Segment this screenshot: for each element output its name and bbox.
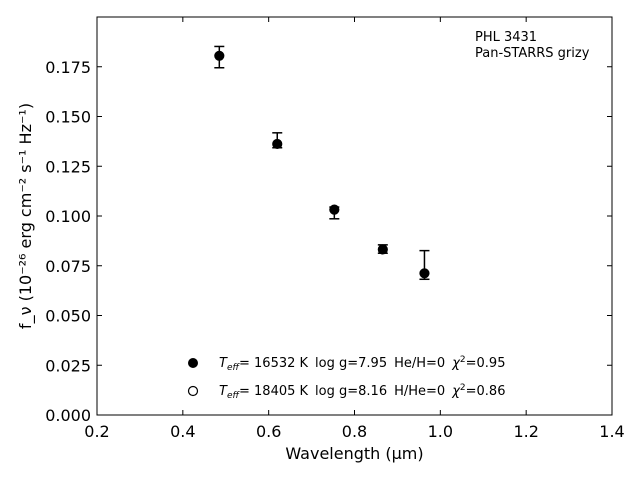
y-tick-label: 0.150 — [45, 108, 91, 127]
legend-marker-filled-circle — [188, 358, 198, 368]
y-tick-label: 0.125 — [45, 157, 91, 176]
y-axis-label: f_ν (10⁻²⁶ erg cm⁻² s⁻¹ Hz⁻¹) — [16, 103, 36, 329]
x-tick-label: 1.2 — [513, 422, 538, 441]
x-tick-label: 0.2 — [84, 422, 109, 441]
data-point-filled — [272, 138, 283, 150]
annotation-line-object: PHL 3431 — [475, 30, 537, 45]
model-points — [214, 50, 430, 279]
annotation-line-survey: Pan-STARRS grizy — [475, 46, 590, 61]
y-tick-label: 0.175 — [45, 58, 91, 77]
y-axis: 0.000 0.025 0.050 0.075 0.100 0.125 0.150 0.175 — [45, 58, 612, 425]
x-tick-label: 0.8 — [342, 422, 367, 441]
y-tick-label: 0.025 — [45, 356, 91, 375]
y-tick-label: 0.075 — [45, 257, 91, 276]
x-tick-label: 0.6 — [256, 422, 281, 441]
data-point-filled — [329, 204, 340, 215]
plot-area — [96, 16, 613, 416]
data-point-filled — [419, 268, 430, 279]
data-point-filled — [377, 244, 388, 255]
annotation: PHL 3431 Pan-STARRS grizy — [475, 30, 590, 61]
y-tick-label: 0.100 — [45, 207, 91, 226]
y-tick-label: 0.050 — [45, 307, 91, 326]
x-tick-label: 1.4 — [599, 422, 624, 441]
x-axis: 0.2 0.4 0.6 0.8 1.0 1.2 1.4 — [84, 17, 625, 441]
data-point-filled — [214, 50, 225, 61]
x-tick-label: 0.4 — [170, 422, 195, 441]
x-axis-label: Wavelength (μm) — [285, 444, 423, 463]
x-tick-label: 1.0 — [428, 422, 453, 441]
legend-marker-open-circle — [187, 385, 199, 397]
y-tick-label: 0.000 — [45, 406, 91, 425]
